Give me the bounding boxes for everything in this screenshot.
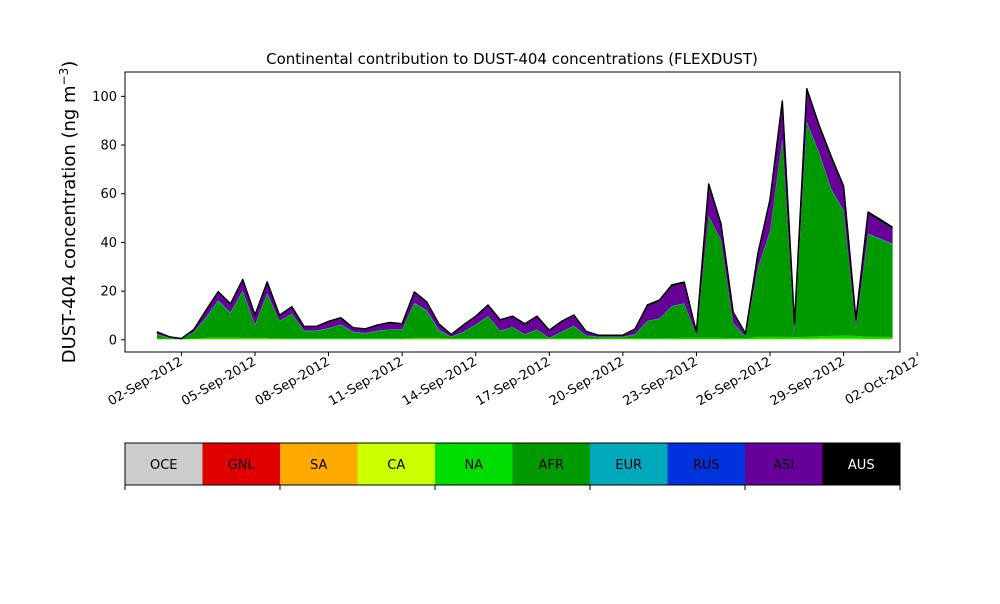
y-tick-label: 20 <box>100 285 117 300</box>
colorbar-label-gnl: GNL <box>228 458 256 473</box>
colorbar-label-asi: ASI <box>773 458 794 473</box>
y-axis-label-main: DUST-404 concentration (ng m <box>59 85 80 363</box>
y-tick-label: 60 <box>100 187 117 202</box>
y-axis-label: DUST-404 concentration (ng m−3) <box>57 61 80 364</box>
colorbar-label-aus: AUS <box>848 458 875 473</box>
colorbar-label-afr: AFR <box>539 458 564 473</box>
chart-title: Continental contribution to DUST-404 con… <box>266 50 758 68</box>
colorbar-label-na: NA <box>464 458 483 473</box>
colorbar-label-eur: EUR <box>615 458 642 473</box>
y-tick-label: 40 <box>100 236 117 251</box>
colorbar-label-oce: OCE <box>150 458 178 473</box>
y-tick-label: 0 <box>109 333 117 348</box>
y-axis-label-close: ) <box>59 61 80 68</box>
y-tick-label: 80 <box>100 139 117 154</box>
colorbar-label-ca: CA <box>387 458 405 473</box>
colorbar-label-sa: SA <box>310 458 327 473</box>
y-tick-label: 100 <box>92 90 117 105</box>
y-axis-label-exponent: −3 <box>57 68 71 86</box>
colorbar-label-rus: RUS <box>693 458 720 473</box>
colorbar-legend: OCE GNL SA CA NA AFR EUR RUS ASI AUS <box>125 443 900 490</box>
